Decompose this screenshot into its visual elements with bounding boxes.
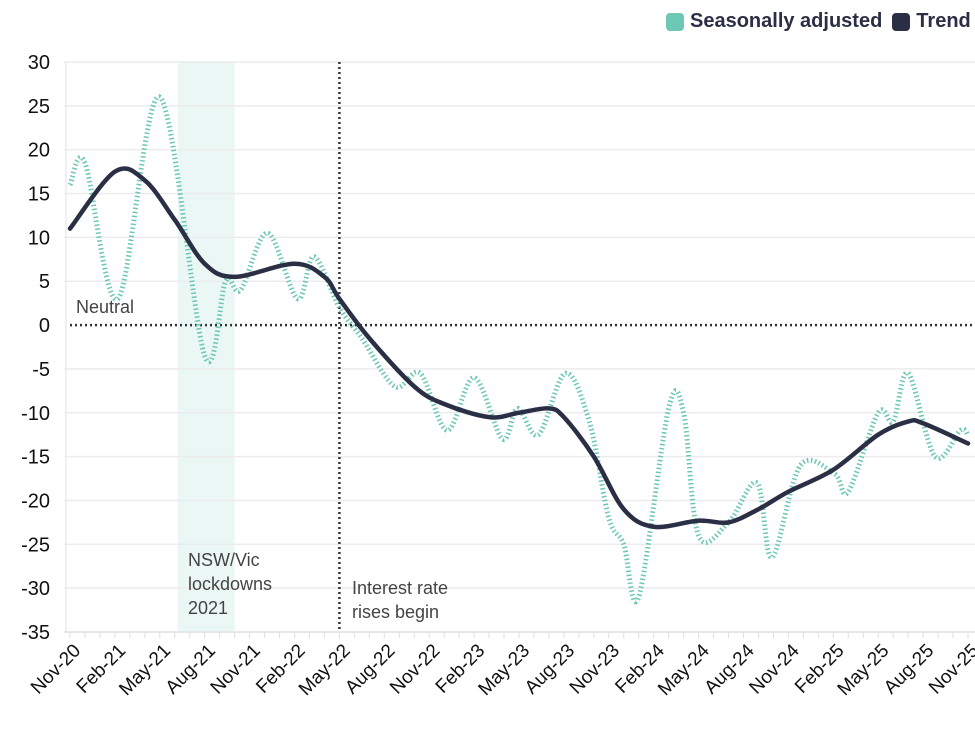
x-tick-label: Aug-25 [880,640,938,698]
x-tick-label: Nov-24 [745,640,803,698]
lockdown-annotation: NSW/Vic [188,550,260,570]
y-tick-label: 20 [28,140,50,162]
x-tick-label: Nov-21 [207,640,265,698]
y-tick-label: -25 [21,534,50,556]
lockdown-annotation: lockdowns [188,574,272,594]
y-tick-label: -15 [21,447,50,469]
x-tick-label: May-21 [115,640,175,700]
y-tick-label: -35 [21,622,50,644]
y-tick-label: -10 [21,403,50,425]
series-seasonally-adjusted-line [67,94,970,605]
x-tick-label: Aug-21 [162,640,220,698]
y-tick-label: -5 [32,359,50,381]
x-tick-label: Nov-23 [566,640,624,698]
x-tick-label: May-23 [475,640,535,700]
y-tick-label: -20 [21,490,50,512]
legend-item-seasonally-adjusted[interactable]: Seasonally adjusted [666,10,882,33]
legend-swatch-seasonally-adjusted [666,12,684,31]
y-tick-label: 10 [28,227,50,249]
x-tick-label: May-25 [834,640,894,700]
legend: Seasonally adjusted Trend [666,10,975,33]
y-tick-label: 0 [39,315,50,337]
x-tick-label: Aug-23 [521,640,579,698]
x-tick-label: May-24 [654,640,714,700]
y-tick-label: 15 [28,184,50,206]
rate-rise-annotation: Interest rate [352,578,448,598]
y-tick-label: 5 [39,271,50,293]
x-tick-label: Nov-25 [925,640,975,698]
legend-item-trend[interactable]: Trend [892,10,971,33]
x-tick-label: Nov-20 [27,640,85,698]
y-tick-label: 25 [28,96,50,118]
legend-label: Trend [916,10,971,32]
y-tick-label: 30 [28,52,50,74]
legend-swatch-trend [892,12,911,31]
lockdown-annotation: 2021 [188,598,228,618]
rate-rise-annotation: rises begin [352,602,439,622]
series-trend-line [67,166,971,530]
neutral-annotation: Neutral [76,297,134,317]
lockdown-band [177,62,235,632]
x-tick-label: May-22 [295,640,355,700]
y-tick-label: -30 [21,578,50,600]
x-tick-label: Nov-22 [386,640,444,698]
x-tick-label: Aug-22 [341,640,399,698]
legend-label: Seasonally adjusted [690,10,883,32]
